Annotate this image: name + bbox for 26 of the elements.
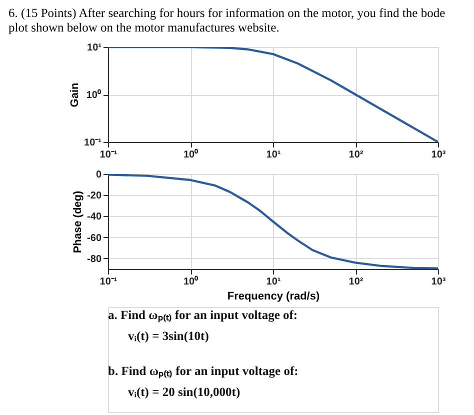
- y-tick-label: -20: [87, 190, 102, 202]
- y-tick-label: 10¹: [87, 42, 102, 54]
- x-tick-label: 10²: [348, 276, 364, 288]
- x-tick-label: 10⁻¹: [100, 276, 118, 288]
- text: vᵢ(t) = 20 sin(10,000t): [128, 385, 240, 399]
- x-tick-label: 10⁻¹: [100, 150, 118, 160]
- x-tick-label: 10³: [431, 276, 446, 288]
- x-tick-label: 10¹: [266, 276, 282, 288]
- y-tick-label: -80: [87, 254, 102, 265]
- x-tick-label: 10²: [348, 150, 364, 160]
- y-tick-label: 0: [96, 170, 102, 180]
- x-tick-label: 10⁰: [183, 148, 199, 160]
- y-axis-title: Gain: [69, 82, 82, 108]
- text: a. Find ωₚ₍ₜ₎ for an input voltage of:: [108, 308, 298, 323]
- text: b. Find ωₚ₍ₜ₎ for an input voltage of:: [108, 364, 298, 379]
- x-tick-label: 10⁰: [183, 276, 199, 288]
- chart-title: 6. (15 Points) After searching for hours for information on the motor, you find the bode plot shown below on the motor manufactures website.: [8, 6, 446, 34]
- x-axis-title: Frequency (rad/s): [227, 290, 320, 302]
- y-tick-label: -40: [87, 212, 102, 223]
- x-tick-label: 10³: [431, 150, 446, 160]
- text: vᵢ(t) = 3sin(10t): [128, 329, 209, 343]
- y-tick-label: 10⁰: [86, 89, 102, 101]
- y-tick-label: 10⁻¹: [84, 138, 102, 148]
- y-axis-title: Phase (deg): [72, 190, 84, 254]
- y-tick-label: -60: [87, 232, 102, 244]
- x-tick-label: 10¹: [266, 150, 282, 160]
